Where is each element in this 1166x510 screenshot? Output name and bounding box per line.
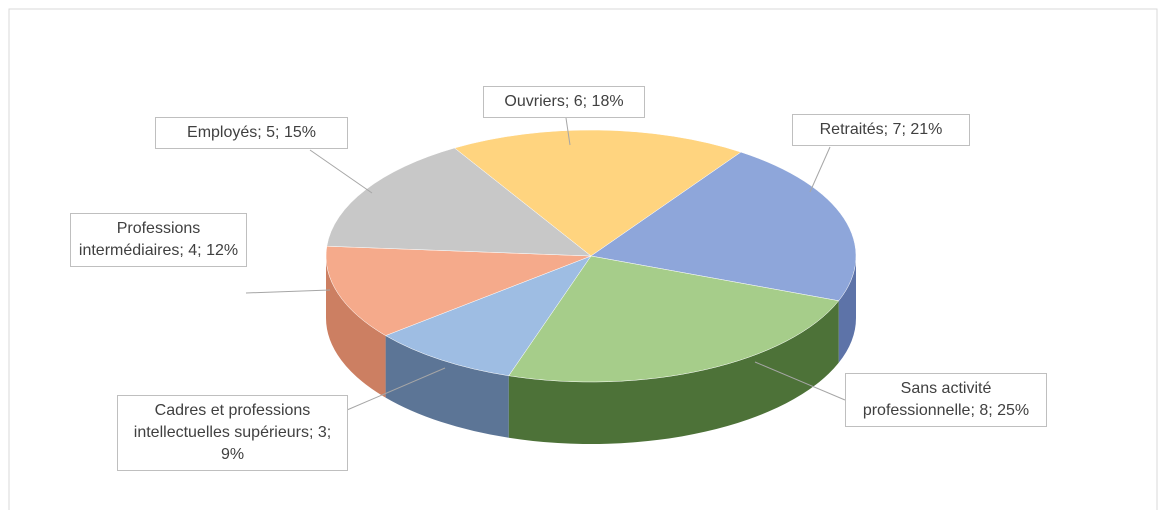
data-label: Professions intermédiaires; 4; 12%: [70, 213, 247, 267]
slice-side: [385, 335, 509, 438]
data-label: Cadres et professions intellectuelles su…: [117, 395, 348, 471]
leader-line: [565, 117, 571, 146]
leader-line: [809, 146, 831, 193]
leader-line: [245, 289, 331, 294]
leader-line: [754, 361, 846, 401]
chart-frame: [8, 8, 1158, 510]
data-label: Employés; 5; 15%: [155, 117, 348, 149]
data-label: Retraités; 7; 21%: [792, 114, 970, 146]
data-label: Ouvriers; 6; 18%: [483, 86, 645, 118]
slice-side: [508, 300, 839, 444]
slice: [325, 245, 592, 336]
leader-line: [346, 367, 446, 411]
slice: [508, 255, 840, 383]
data-label: Sans activité professionnelle; 8; 25%: [845, 373, 1047, 427]
slice-side: [326, 256, 386, 398]
leader-line: [309, 149, 373, 194]
slice: [453, 129, 742, 257]
slice: [326, 147, 592, 257]
slice: [385, 255, 592, 377]
slice-side: [838, 256, 856, 363]
slice: [590, 151, 857, 302]
